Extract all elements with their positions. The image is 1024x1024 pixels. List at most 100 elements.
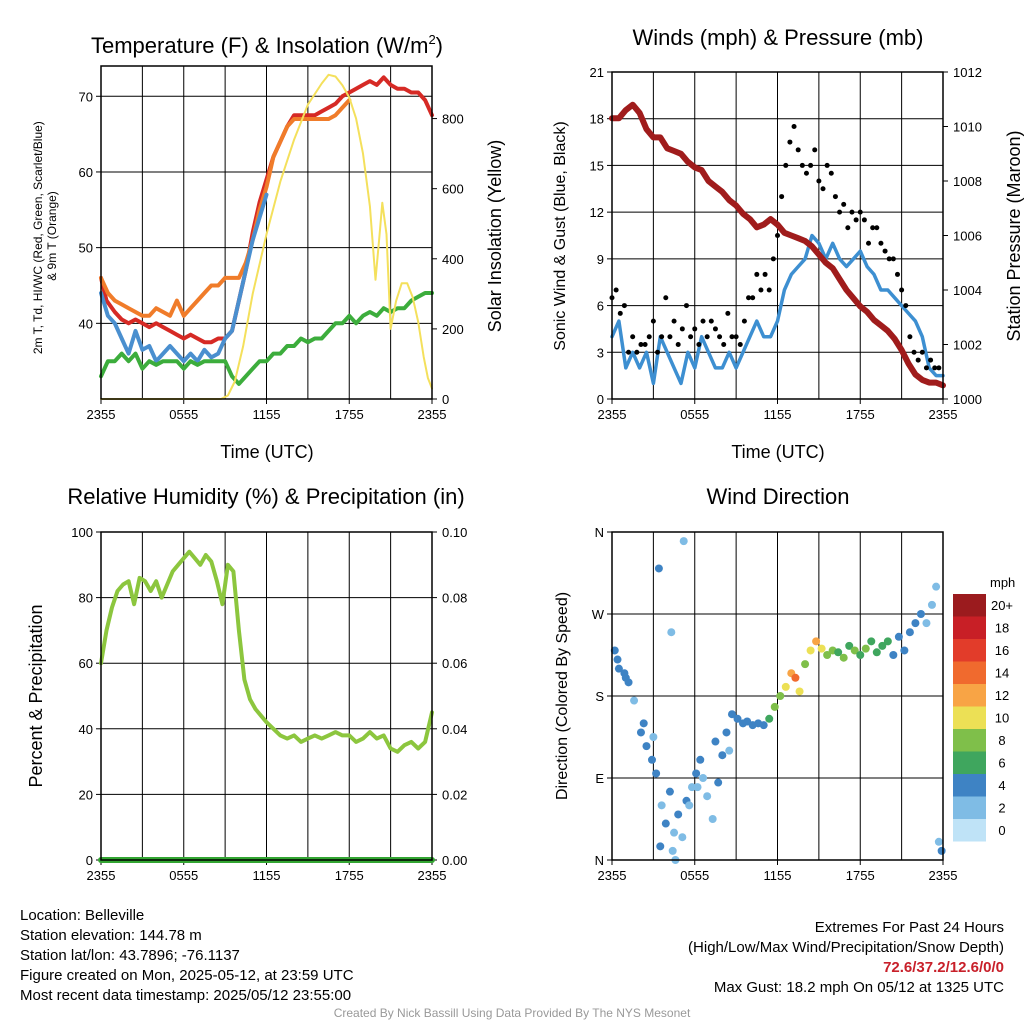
gust-dot [841, 201, 847, 207]
wind-direction-point [613, 655, 622, 664]
colorbar-label: 20+ [991, 598, 1013, 613]
gust-dot [729, 334, 735, 340]
wind-direction-ylabel: Direction (Colored By Speed) [554, 592, 571, 800]
x-tick-label: 2355 [418, 407, 447, 422]
wind-direction-point [711, 737, 720, 746]
wind-direction-point [937, 846, 946, 855]
colorbar-label: 16 [995, 643, 1009, 658]
wind-direction-point [654, 564, 663, 573]
wind-direction-point [861, 644, 870, 653]
y-tick-label: 15 [590, 158, 604, 173]
y2-tick-label: 400 [442, 252, 464, 267]
wind-direction-point [883, 637, 892, 646]
wind-direction-point [878, 641, 887, 650]
gust-dot [803, 170, 809, 176]
gust-dot [642, 342, 648, 347]
gust-dot [659, 334, 665, 340]
y-tick-label: 3 [597, 345, 604, 360]
y2-tick-label: 1002 [953, 338, 982, 353]
colorbar-label: 14 [995, 666, 1009, 681]
y2-tick-label: 600 [442, 182, 464, 197]
winds-title: Winds (mph) & Pressure (mb) [633, 25, 924, 50]
y-tick-label: 0 [597, 392, 604, 407]
wind-direction-point [679, 537, 688, 546]
colorbar-label: 12 [995, 688, 1009, 703]
wind-direction-point [823, 651, 832, 659]
gust-dot [638, 342, 644, 347]
gust-dot [808, 162, 814, 168]
y-tick-label: 70 [79, 89, 93, 104]
gust-dot [721, 342, 727, 347]
wind-direction-point [621, 673, 630, 682]
x-tick-label: 2355 [87, 868, 116, 883]
speed-colorbar: mph 20+ 18 16 14 12 10 8 6 4 2 0 [953, 575, 1015, 842]
x-tick-label: 1155 [253, 868, 281, 883]
station-location: Location: Belleville [20, 907, 145, 924]
y-tick-label: 60 [79, 165, 93, 180]
wind-direction-point [916, 610, 925, 618]
y-tick-label: 9 [597, 252, 604, 267]
station-elevation: Station elevation: 144.78 m [20, 927, 202, 944]
wind-direction-point [649, 733, 658, 741]
wind-direction-point [639, 719, 648, 728]
y-tick-label: 50 [79, 241, 93, 256]
x-tick-label: 1155 [764, 407, 792, 422]
gust-dot [783, 162, 789, 168]
windchill-line [99, 192, 269, 364]
colorbar-label: 8 [998, 733, 1005, 748]
gust-dot [878, 240, 884, 246]
wind-direction-point [839, 653, 848, 662]
wind-direction-point [834, 648, 843, 657]
wind-direction-point [801, 660, 810, 669]
y2-tick-label: 0.00 [442, 853, 467, 868]
wind-direction-point [781, 682, 790, 691]
gust-dot [894, 271, 900, 277]
wind-direction-point [776, 692, 785, 700]
gust-dot [899, 287, 905, 293]
x-tick-label: 0555 [680, 407, 709, 422]
most-recent-timestamp: Most recent data timestamp: 2025/05/12 2… [20, 987, 352, 1004]
temperature-ylabel-line1: 2m T, Td, HI/WC (Red, Green, Scarlet/Blu… [31, 121, 45, 354]
gust-dot [903, 303, 909, 309]
colorbar-swatch [953, 639, 986, 662]
wind-direction-point [656, 842, 665, 851]
y2-tick-label: 1004 [953, 283, 982, 298]
wind-direction-point [642, 742, 651, 751]
colorbar-swatch [953, 751, 986, 774]
colorbar-swatch [953, 616, 986, 639]
wind-direction-point [765, 714, 774, 723]
gust-dot [646, 334, 652, 340]
y2-tick-label: 800 [442, 112, 464, 127]
wind-direction-point [693, 783, 702, 792]
wind-direction-point [661, 819, 670, 828]
colorbar-label: 18 [995, 621, 1009, 636]
wind-direction-point [722, 728, 731, 737]
gust-dot [795, 147, 801, 153]
gust-dot [787, 139, 793, 145]
colorbar-swatch [953, 819, 986, 842]
gust-dot [663, 295, 669, 301]
y2-tick-label: 0.04 [442, 722, 467, 737]
gust-dot [630, 334, 636, 340]
temperature-xlabel: Time (UTC) [220, 442, 313, 462]
gust-dot [853, 217, 859, 223]
extremes-values: 72.6/37.2/12.6/0/0 [883, 959, 1004, 976]
winds-y2label: Station Pressure (Maroon) [1004, 130, 1024, 341]
temperature-title: Temperature (F) & Insolation (W/m2) [91, 32, 443, 58]
y-tick-label: 0 [86, 853, 93, 868]
gust-dot [911, 349, 917, 355]
gust-dot [725, 310, 731, 316]
colorbar-label: 10 [995, 711, 1009, 726]
wind-direction-point [652, 769, 661, 778]
gust-dot [688, 334, 694, 340]
y-tick-label: S [595, 689, 604, 704]
winds-panel: Winds (mph) & Pressure (mb) 2355 0555 1155… [552, 25, 1024, 462]
gust-dot [779, 194, 785, 200]
sonic-wind-line [610, 233, 945, 386]
credit-line: Created By Nick Bassill Using Data Provi… [333, 1006, 691, 1020]
gust-dot [890, 256, 896, 262]
x-tick-label: 0555 [169, 407, 198, 422]
gust-dot [866, 240, 872, 246]
plot-border [611, 71, 944, 400]
